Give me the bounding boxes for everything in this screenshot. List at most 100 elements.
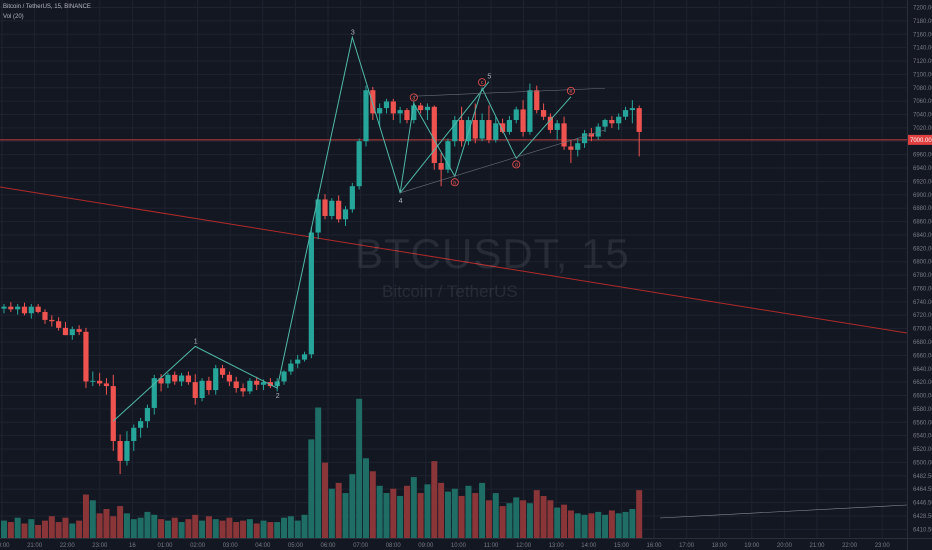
volume-bar [581,514,588,538]
time-axis[interactable]: 20:00 21:00 22:00 23:00 16 01:00 02:00 03:00 04:… [0,543,890,549]
candle-body [431,106,437,164]
candle-body [185,375,192,383]
x-tick-label: 11:00 [484,543,499,549]
x-tick-label: 21:00 [809,543,825,549]
y-tick-label: 6620.00 [913,380,932,386]
volume-bar [117,506,124,538]
volume-bar [608,510,615,538]
y-tick-label: 6960.00 [913,153,932,159]
candle-body [56,321,62,328]
x-tick-label: 08:00 [386,543,402,549]
volume-bar [246,519,253,538]
volume-bar [76,520,83,538]
wave-label-circle [512,160,521,169]
triangle-lower-line [400,129,606,194]
volume-bar [41,520,48,538]
volume-bar [308,439,315,538]
volume-bar [602,514,609,538]
y-tick-label: 6560.00 [913,420,932,426]
candle-body [472,120,478,139]
volume-bar [506,503,513,538]
volume-bar [158,519,165,538]
candle-body [8,306,14,310]
volume-bar [55,522,62,538]
candle-body [581,133,588,144]
volume-bar [294,520,301,538]
y-tick-label: 6800.00 [913,260,932,266]
candle-body [206,380,212,391]
volume-bar [199,520,206,538]
volume-bar [451,488,458,538]
x-tick-label: 12:00 [516,543,532,549]
candle-body [226,374,232,382]
y-tick-label: 7180.00 [913,19,932,25]
candle-body [336,200,342,220]
candle-body [588,133,594,137]
candle-body [390,101,396,114]
x-tick-label: 23:00 [92,543,108,549]
y-tick-label: 6880.00 [913,206,932,212]
volume-bar [588,513,595,538]
candle-body [506,120,513,132]
candle-body [281,371,287,382]
x-tick-label: 18:00 [712,543,728,549]
volume-bar [458,495,465,538]
price-axis[interactable]: 7200.00 7180.00 7160.00 7140.00 7120.00 7100.… [908,6,932,534]
corrective-wave [399,86,572,193]
candle-body [90,380,96,382]
volume-bar [431,461,438,538]
volume-ma-line [659,504,908,519]
x-tick-label: 19:00 [744,543,760,549]
candle-body [295,359,301,364]
candle-body [329,200,335,216]
volume-bar [328,488,335,538]
candle-body [424,106,431,111]
volume-bar [622,511,629,538]
legend-symbol[interactable]: Bitcoin / TetherUS, 15, BINANCE [3,4,91,10]
volume-bar [14,517,21,538]
impulse-wave [112,35,490,422]
y-tick-label: 7040.00 [913,113,932,119]
candle-body [602,120,608,127]
volume-bar [267,522,274,538]
candle-body [178,375,185,382]
volume-bar [547,500,554,538]
legend-volume[interactable]: Vol (20) [3,14,24,20]
volume-bar [369,471,376,538]
candle-body [383,101,390,109]
wave-label: 3 [351,29,355,36]
candle-body [260,382,267,385]
candle-body [459,120,465,142]
wave-label-circle [478,78,487,87]
y-tick-label: 6520.00 [913,447,932,453]
candle-body [62,327,69,336]
candle-body [622,110,629,117]
y-tick-label: 6780.00 [913,273,932,279]
candle-body [404,110,410,121]
volume-bar [164,520,171,538]
last-price-marker [908,134,932,145]
y-tick-label: 6428.50 [913,514,932,520]
candle-body [28,306,34,314]
volume-bar [629,509,636,538]
watermark-ticker: BTCUSDT, 15 [355,230,630,277]
volume-bar [103,509,110,538]
volume-bar [526,503,533,538]
volume-bar [7,522,14,538]
volume-bar [185,519,192,538]
y-tick-label: 6820.00 [913,246,932,252]
wave-label: 5 [487,74,491,81]
y-tick-label: 6482.50 [913,474,932,480]
volume-bar [28,519,35,538]
volume-bar [492,493,499,538]
volume-bar [212,519,219,538]
candle-body [636,108,642,132]
wave-label-circle [450,178,459,187]
candle-body [21,306,28,314]
candle-body [308,232,314,355]
volume-bar [253,523,260,538]
wave-label-circle [409,93,418,102]
volume-bar [301,514,308,538]
candle-body [35,306,41,312]
